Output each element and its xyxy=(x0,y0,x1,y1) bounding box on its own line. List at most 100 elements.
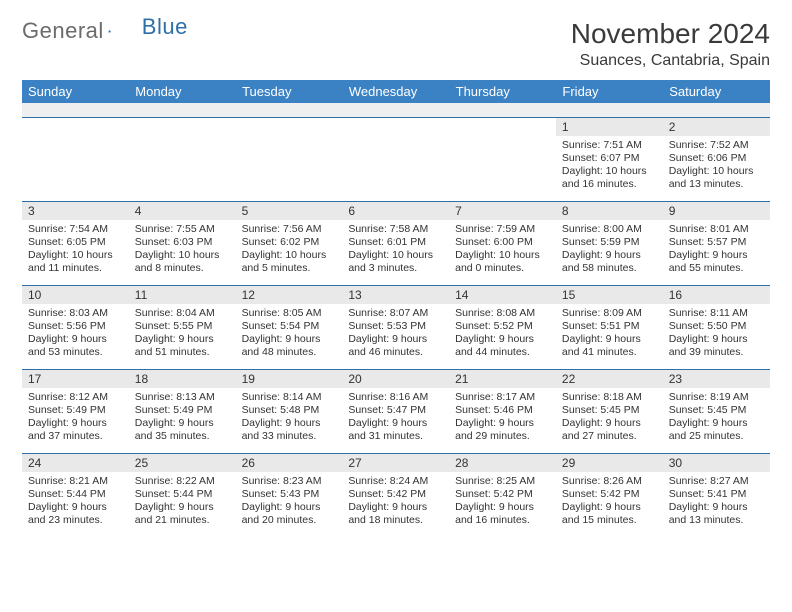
day-details: Sunrise: 7:56 AMSunset: 6:02 PMDaylight:… xyxy=(236,220,343,280)
daylight-line: Daylight: 9 hours and 18 minutes. xyxy=(348,501,443,527)
title-block: November 2024 Suances, Cantabria, Spain xyxy=(571,18,770,70)
day-details: Sunrise: 8:25 AMSunset: 5:42 PMDaylight:… xyxy=(449,472,556,532)
sunset-line: Sunset: 5:54 PM xyxy=(242,320,337,333)
day-details: Sunrise: 7:55 AMSunset: 6:03 PMDaylight:… xyxy=(129,220,236,280)
day-number: 12 xyxy=(236,286,343,304)
sunrise-line: Sunrise: 7:51 AM xyxy=(562,139,657,152)
day-cell: 13Sunrise: 8:07 AMSunset: 5:53 PMDayligh… xyxy=(342,285,449,369)
daylight-line: Daylight: 9 hours and 55 minutes. xyxy=(669,249,764,275)
day-number: 22 xyxy=(556,370,663,388)
dow-mon: Monday xyxy=(129,80,236,103)
day-details: Sunrise: 7:58 AMSunset: 6:01 PMDaylight:… xyxy=(342,220,449,280)
daylight-line: Daylight: 9 hours and 23 minutes. xyxy=(28,501,123,527)
day-cell: 28Sunrise: 8:25 AMSunset: 5:42 PMDayligh… xyxy=(449,453,556,537)
day-cell: 5Sunrise: 7:56 AMSunset: 6:02 PMDaylight… xyxy=(236,201,343,285)
day-number: 18 xyxy=(129,370,236,388)
sunrise-line: Sunrise: 7:55 AM xyxy=(135,223,230,236)
week-row: 17Sunrise: 8:12 AMSunset: 5:49 PMDayligh… xyxy=(22,369,770,453)
sunrise-line: Sunrise: 7:56 AM xyxy=(242,223,337,236)
sunrise-line: Sunrise: 8:27 AM xyxy=(669,475,764,488)
sunrise-line: Sunrise: 7:59 AM xyxy=(455,223,550,236)
sunrise-line: Sunrise: 8:21 AM xyxy=(28,475,123,488)
sunrise-line: Sunrise: 8:01 AM xyxy=(669,223,764,236)
day-details: Sunrise: 8:08 AMSunset: 5:52 PMDaylight:… xyxy=(449,304,556,364)
daylight-line: Daylight: 10 hours and 0 minutes. xyxy=(455,249,550,275)
day-number: 21 xyxy=(449,370,556,388)
sunrise-line: Sunrise: 8:14 AM xyxy=(242,391,337,404)
day-details: Sunrise: 8:19 AMSunset: 5:45 PMDaylight:… xyxy=(663,388,770,448)
sunrise-line: Sunrise: 8:19 AM xyxy=(669,391,764,404)
day-cell xyxy=(129,117,236,201)
sunset-line: Sunset: 5:51 PM xyxy=(562,320,657,333)
sunrise-line: Sunrise: 8:26 AM xyxy=(562,475,657,488)
week-row: 24Sunrise: 8:21 AMSunset: 5:44 PMDayligh… xyxy=(22,453,770,537)
day-cell: 12Sunrise: 8:05 AMSunset: 5:54 PMDayligh… xyxy=(236,285,343,369)
sunrise-line: Sunrise: 8:22 AM xyxy=(135,475,230,488)
day-cell: 1Sunrise: 7:51 AMSunset: 6:07 PMDaylight… xyxy=(556,117,663,201)
day-details: Sunrise: 8:05 AMSunset: 5:54 PMDaylight:… xyxy=(236,304,343,364)
sunset-line: Sunset: 5:44 PM xyxy=(135,488,230,501)
daylight-line: Daylight: 9 hours and 31 minutes. xyxy=(348,417,443,443)
calendar-body: 1Sunrise: 7:51 AMSunset: 6:07 PMDaylight… xyxy=(22,117,770,537)
day-number: 29 xyxy=(556,454,663,472)
sunrise-line: Sunrise: 7:54 AM xyxy=(28,223,123,236)
day-details: Sunrise: 8:16 AMSunset: 5:47 PMDaylight:… xyxy=(342,388,449,448)
day-number: 1 xyxy=(556,118,663,136)
day-cell: 7Sunrise: 7:59 AMSunset: 6:00 PMDaylight… xyxy=(449,201,556,285)
day-cell xyxy=(449,117,556,201)
sunset-line: Sunset: 6:01 PM xyxy=(348,236,443,249)
sunrise-line: Sunrise: 8:07 AM xyxy=(348,307,443,320)
day-cell: 11Sunrise: 8:04 AMSunset: 5:55 PMDayligh… xyxy=(129,285,236,369)
daylight-line: Daylight: 9 hours and 37 minutes. xyxy=(28,417,123,443)
sunset-line: Sunset: 5:57 PM xyxy=(669,236,764,249)
day-number: 2 xyxy=(663,118,770,136)
day-cell: 17Sunrise: 8:12 AMSunset: 5:49 PMDayligh… xyxy=(22,369,129,453)
sunset-line: Sunset: 5:48 PM xyxy=(242,404,337,417)
sunset-line: Sunset: 6:03 PM xyxy=(135,236,230,249)
sunrise-line: Sunrise: 7:52 AM xyxy=(669,139,764,152)
dow-row: Sunday Monday Tuesday Wednesday Thursday… xyxy=(22,80,770,103)
sunrise-line: Sunrise: 8:24 AM xyxy=(348,475,443,488)
calendar-table: Sunday Monday Tuesday Wednesday Thursday… xyxy=(22,80,770,537)
sail-icon xyxy=(108,21,112,41)
day-details: Sunrise: 8:18 AMSunset: 5:45 PMDaylight:… xyxy=(556,388,663,448)
daylight-line: Daylight: 9 hours and 44 minutes. xyxy=(455,333,550,359)
day-details: Sunrise: 8:23 AMSunset: 5:43 PMDaylight:… xyxy=(236,472,343,532)
day-cell: 20Sunrise: 8:16 AMSunset: 5:47 PMDayligh… xyxy=(342,369,449,453)
day-cell: 4Sunrise: 7:55 AMSunset: 6:03 PMDaylight… xyxy=(129,201,236,285)
day-cell: 30Sunrise: 8:27 AMSunset: 5:41 PMDayligh… xyxy=(663,453,770,537)
day-details: Sunrise: 8:12 AMSunset: 5:49 PMDaylight:… xyxy=(22,388,129,448)
sunrise-line: Sunrise: 7:58 AM xyxy=(348,223,443,236)
sunset-line: Sunset: 5:42 PM xyxy=(455,488,550,501)
daylight-line: Daylight: 9 hours and 15 minutes. xyxy=(562,501,657,527)
sunset-line: Sunset: 5:45 PM xyxy=(669,404,764,417)
day-cell: 18Sunrise: 8:13 AMSunset: 5:49 PMDayligh… xyxy=(129,369,236,453)
dow-tue: Tuesday xyxy=(236,80,343,103)
day-number: 3 xyxy=(22,202,129,220)
sunset-line: Sunset: 5:41 PM xyxy=(669,488,764,501)
daylight-line: Daylight: 9 hours and 16 minutes. xyxy=(455,501,550,527)
day-details: Sunrise: 7:59 AMSunset: 6:00 PMDaylight:… xyxy=(449,220,556,280)
sunrise-line: Sunrise: 8:03 AM xyxy=(28,307,123,320)
sunset-line: Sunset: 5:47 PM xyxy=(348,404,443,417)
sunrise-line: Sunrise: 8:23 AM xyxy=(242,475,337,488)
day-number: 10 xyxy=(22,286,129,304)
daylight-line: Daylight: 9 hours and 25 minutes. xyxy=(669,417,764,443)
day-number: 9 xyxy=(663,202,770,220)
location-label: Suances, Cantabria, Spain xyxy=(571,52,770,70)
sunrise-line: Sunrise: 8:18 AM xyxy=(562,391,657,404)
day-cell: 22Sunrise: 8:18 AMSunset: 5:45 PMDayligh… xyxy=(556,369,663,453)
sunrise-line: Sunrise: 8:08 AM xyxy=(455,307,550,320)
day-details: Sunrise: 8:22 AMSunset: 5:44 PMDaylight:… xyxy=(129,472,236,532)
sunset-line: Sunset: 5:42 PM xyxy=(562,488,657,501)
day-details: Sunrise: 8:00 AMSunset: 5:59 PMDaylight:… xyxy=(556,220,663,280)
day-cell: 23Sunrise: 8:19 AMSunset: 5:45 PMDayligh… xyxy=(663,369,770,453)
sunset-line: Sunset: 5:42 PM xyxy=(348,488,443,501)
sunrise-line: Sunrise: 8:16 AM xyxy=(348,391,443,404)
dow-fri: Friday xyxy=(556,80,663,103)
sunrise-line: Sunrise: 8:05 AM xyxy=(242,307,337,320)
daylight-line: Daylight: 10 hours and 11 minutes. xyxy=(28,249,123,275)
day-details: Sunrise: 7:52 AMSunset: 6:06 PMDaylight:… xyxy=(663,136,770,196)
day-cell: 26Sunrise: 8:23 AMSunset: 5:43 PMDayligh… xyxy=(236,453,343,537)
day-cell: 19Sunrise: 8:14 AMSunset: 5:48 PMDayligh… xyxy=(236,369,343,453)
